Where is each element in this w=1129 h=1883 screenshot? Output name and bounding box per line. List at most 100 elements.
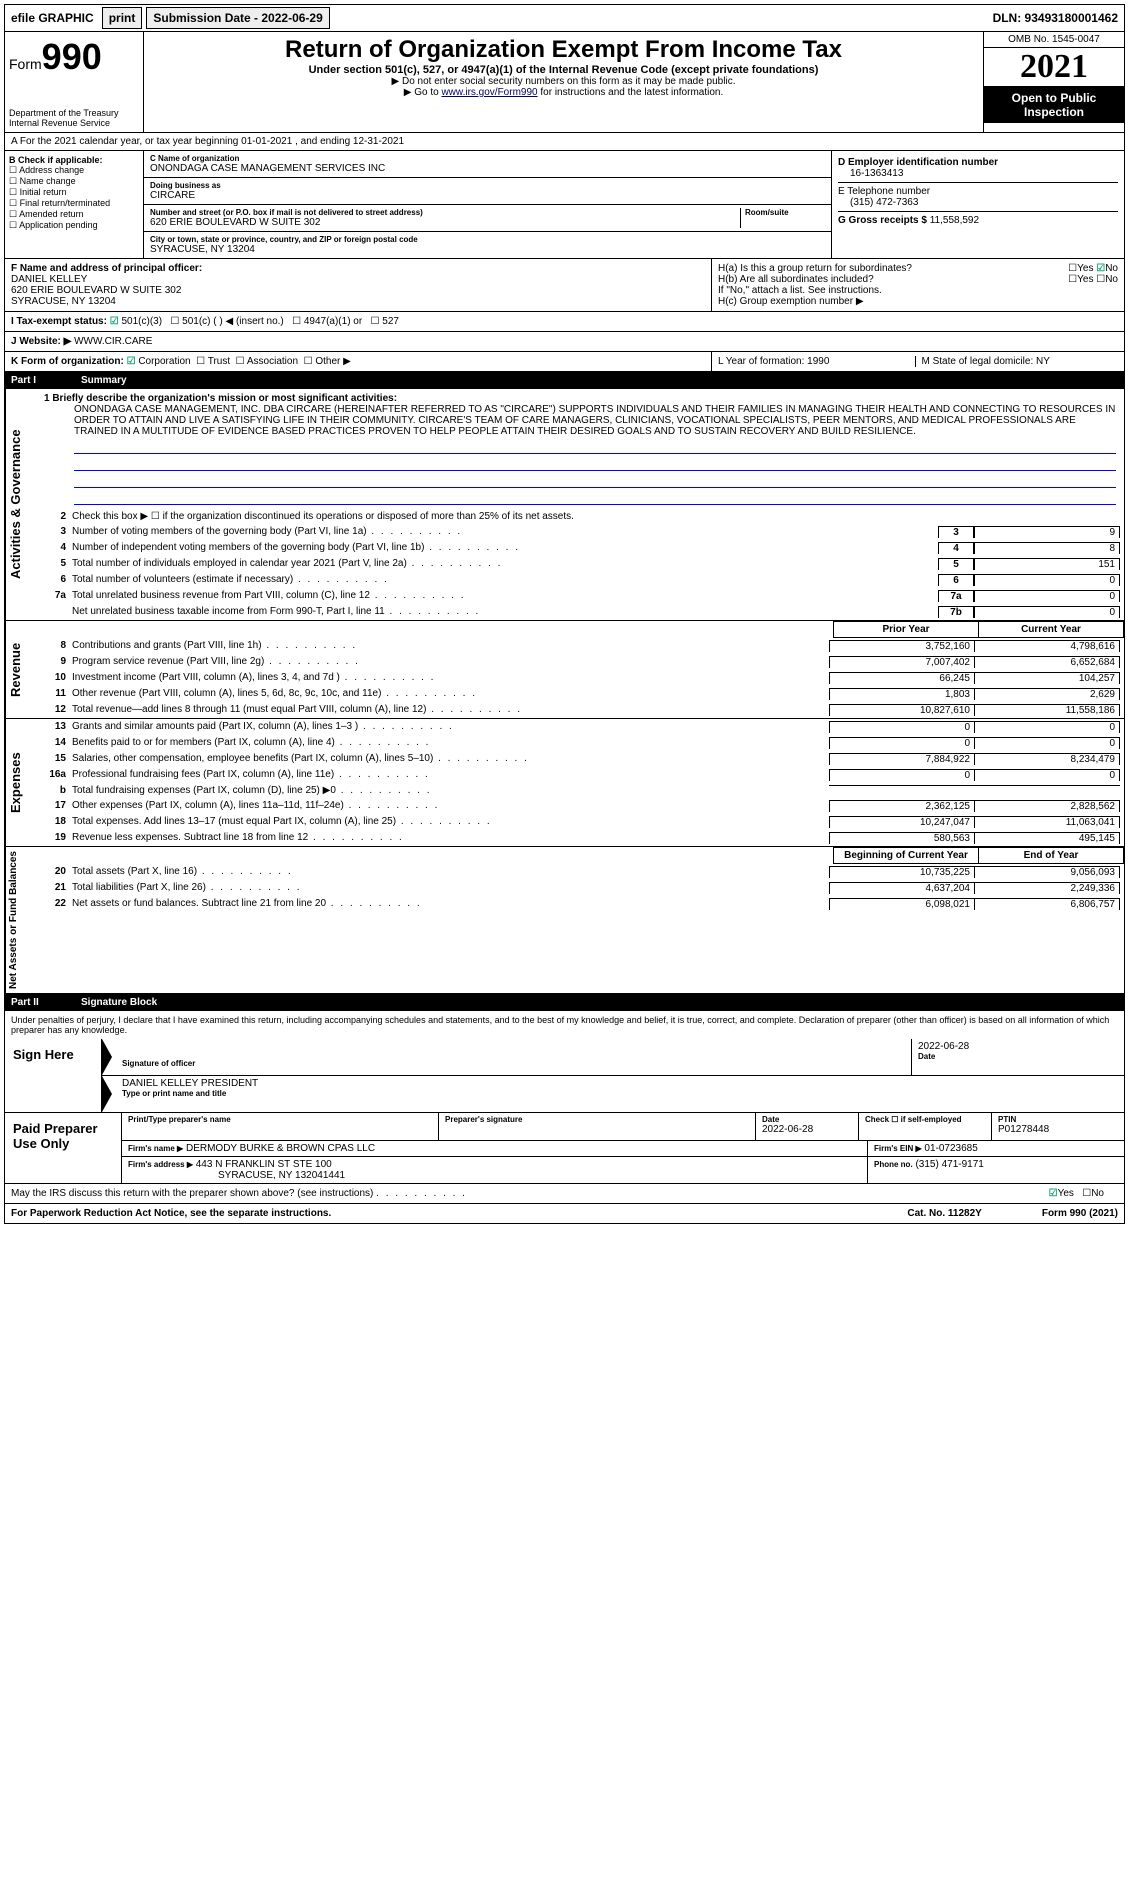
ln-num: 5 [38,558,72,569]
declaration: Under penalties of perjury, I declare th… [5,1011,1124,1039]
table-row: 16aProfessional fundraising fees (Part I… [34,767,1124,783]
sig-date: 2022-06-28 [918,1041,1118,1052]
ln-text: Total assets (Part X, line 16) [72,866,829,877]
f-name: DANIEL KELLEY [11,274,705,285]
street-cell: Number and street (or P.O. box if mail i… [150,208,741,228]
form-header: Form990 Department of the Treasury Inter… [5,32,1124,133]
block-d: D Employer identification number 16-1363… [832,151,1124,258]
opt-initial[interactable]: ☐ Initial return [9,187,139,198]
i-501c: 501(c) ( ) ◀ (insert no.) [182,316,284,327]
firm-name-label: Firm's name ▶ [128,1144,183,1153]
ln-text: Net assets or fund balances. Subtract li… [72,898,829,909]
irs-link[interactable]: www.irs.gov/Form990 [441,87,537,98]
rev-header: Prior Year Current Year [34,621,1124,638]
form-number: Form990 [9,36,139,78]
ln-current: 2,629 [975,688,1120,700]
paid-preparer-section: Paid Preparer Use Only Print/Type prepar… [5,1113,1124,1184]
table-row: 14Benefits paid to or for members (Part … [34,735,1124,751]
footer-right: Form 990 (2021) [1042,1208,1118,1219]
ln-text: Benefits paid to or for members (Part IX… [72,737,829,748]
opt-pending[interactable]: ☐ Application pending [9,220,139,231]
omb-number: OMB No. 1545-0047 [984,32,1124,48]
ln-text: Total liabilities (Part X, line 26) [72,882,829,893]
ln-prior: 2,362,125 [829,800,975,812]
prep-name-label: Print/Type preparer's name [128,1115,432,1124]
org-name-row: C Name of organization ONONDAGA CASE MAN… [144,151,831,178]
opt-name[interactable]: ☐ Name change [9,176,139,187]
footer-mid: Cat. No. 11282Y [907,1208,981,1219]
sig-name-cell: DANIEL KELLEY PRESIDENT Type or print na… [116,1076,1124,1112]
table-row: 5Total number of individuals employed in… [34,556,1124,572]
sign-here-label: Sign Here [5,1039,101,1112]
gross-label: G Gross receipts $ [838,215,927,226]
ln-text: Number of independent voting members of … [72,542,938,553]
open-public: Open to Public Inspection [984,87,1124,123]
irs-label: Internal Revenue Service [9,118,139,128]
print-button[interactable]: print [102,7,143,29]
ln-current: 0 [975,721,1120,733]
ln-prior [829,785,975,786]
org-name: ONONDAGA CASE MANAGEMENT SERVICES INC [150,163,825,174]
submission-date: Submission Date - 2022-06-29 [146,7,329,29]
table-row: 22Net assets or fund balances. Subtract … [34,896,1124,912]
dln: DLN: 93493180001462 [987,8,1124,28]
side-activities: Activities & Governance [5,389,34,620]
i-4947: 4947(a)(1) or [304,316,362,327]
h-note: If "No," attach a list. See instructions… [718,285,1118,296]
ln-num: 8 [38,640,72,651]
firm-phone-label: Phone no. [874,1160,913,1169]
check-icon: ☑ [1049,1188,1058,1199]
ln-num: 2 [38,511,72,522]
part2-title: Signature Block [81,997,157,1008]
firm-addr2: SYRACUSE, NY 132041441 [128,1170,345,1181]
discuss-answers: ☑Yes ☐No [1029,1184,1124,1203]
part1-num: Part I [11,375,81,386]
ln-current: 6,806,757 [975,898,1120,910]
ln-text: Total unrelated business revenue from Pa… [72,590,938,601]
ln-num: 16a [38,769,72,780]
phone: (315) 472-7363 [838,197,1118,208]
opt-address[interactable]: ☐ Address change [9,165,139,176]
org-name-label: C Name of organization [150,154,825,163]
ein-block: D Employer identification number 16-1363… [838,154,1118,182]
ln-text: Other revenue (Part VIII, column (A), li… [72,688,829,699]
ln-current: 8,234,479 [975,753,1120,765]
table-row: 11Other revenue (Part VIII, column (A), … [34,686,1124,702]
ha-answers: ☐Yes ☑No [1068,263,1118,274]
ln-text: Net unrelated business taxable income fr… [72,606,938,617]
blank-line [74,475,1116,488]
part1-header: Part I Summary [5,372,1124,389]
table-row: Net unrelated business taxable income fr… [34,604,1124,620]
ln-text: Total expenses. Add lines 13–17 (must eq… [72,816,829,827]
note-ssn: ▶ Do not enter social security numbers o… [148,76,979,87]
table-row: 17Other expenses (Part IX, column (A), l… [34,798,1124,814]
gross-block: G Gross receipts $ 11,558,592 [838,211,1118,229]
ln-num: 3 [38,526,72,537]
table-row: 12Total revenue—add lines 8 through 11 (… [34,702,1124,718]
ha-label: H(a) Is this a group return for subordin… [718,263,912,274]
officer-name: DANIEL KELLEY PRESIDENT [122,1078,1118,1089]
ln-text: Total number of volunteers (estimate if … [72,574,938,585]
ln-prior: 0 [829,721,975,733]
ln-num: 6 [38,574,72,585]
opt-amended[interactable]: ☐ Amended return [9,209,139,220]
website[interactable]: WWW.CIR.CARE [74,336,152,347]
l2-text: Check this box ▶ ☐ if the organization d… [72,511,1120,522]
discuss-row: May the IRS discuss this return with the… [5,1184,1124,1204]
footer-left: For Paperwork Reduction Act Notice, see … [11,1208,331,1219]
k-corp: Corporation [138,356,190,367]
ln-current: 2,249,336 [975,882,1120,894]
f-label: F Name and address of principal officer: [11,263,705,274]
check-icon: ☑ [110,316,119,327]
ln-prior: 10,827,610 [829,704,975,716]
i-501c3: 501(c)(3) [121,316,162,327]
block-c: C Name of organization ONONDAGA CASE MAN… [144,151,832,258]
firm-ein-cell: Firm's EIN ▶ 01-0723685 [868,1141,1124,1156]
ptin: P01278448 [998,1124,1118,1135]
room-cell: Room/suite [741,208,825,228]
ln-num: 14 [38,737,72,748]
officer-name-label: Type or print name and title [122,1089,1118,1098]
opt-final[interactable]: ☐ Final return/terminated [9,198,139,209]
ln-text: Total fundraising expenses (Part IX, col… [72,785,829,796]
lm-content: L Year of formation: 1990 M State of leg… [711,352,1124,371]
